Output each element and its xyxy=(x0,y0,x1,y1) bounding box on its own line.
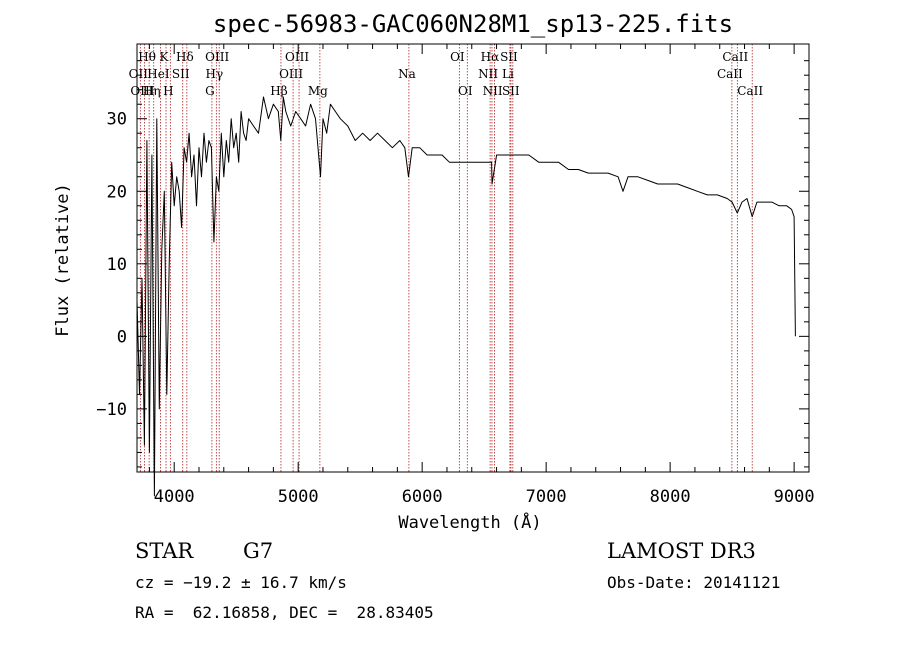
line-label-22: Li xyxy=(502,67,514,81)
x-tick-label-9000: 9000 xyxy=(774,487,815,507)
x-tick-label-4000: 4000 xyxy=(154,487,195,507)
line-label-15: Mg xyxy=(308,84,328,98)
line-label-5: Hη xyxy=(143,84,161,98)
coordinates: RA = 62.16858, DEC = 28.83405 xyxy=(135,603,434,622)
line-label-2: OIII xyxy=(130,84,154,98)
line-label-24: SII xyxy=(502,84,520,98)
line-label-19: Hα xyxy=(481,50,500,64)
y-tick-label-30: 30 xyxy=(107,110,127,130)
object-subclass: G7 xyxy=(243,539,274,563)
line-label-14: Hβ xyxy=(270,84,287,98)
line-label-10: Hγ xyxy=(206,67,224,81)
line-label-23: NII xyxy=(483,84,503,98)
line-label-11: G xyxy=(205,84,215,98)
x-tick-label-5000: 5000 xyxy=(278,487,319,507)
x-axis-label: Wavelength (Å) xyxy=(398,511,541,533)
y-tick-label-10: 10 xyxy=(107,255,127,275)
redshift-velocity: cz = −19.2 ± 16.7 km/s xyxy=(135,573,347,592)
line-label-25: CaII xyxy=(722,50,748,64)
line-label-8: Hδ xyxy=(176,50,194,64)
line-label-9: OIII xyxy=(205,50,229,64)
survey-name: LAMOST DR3 xyxy=(607,539,756,563)
observation-date: Obs-Date: 20141121 xyxy=(607,573,781,592)
line-label-16: Na xyxy=(398,67,416,81)
x-tick-label-8000: 8000 xyxy=(650,487,691,507)
y-axis-label: Flux (relative) xyxy=(53,183,73,337)
spectrum-line-0 xyxy=(136,96,796,497)
y-tick-label--10: −10 xyxy=(96,400,127,420)
line-label-6: SII xyxy=(172,67,190,81)
line-label-3: K xyxy=(160,50,170,64)
object-class: STAR xyxy=(135,539,194,563)
plot-frame xyxy=(136,43,810,473)
line-label-21: NII xyxy=(478,67,498,81)
spectral-line-labels: Hθ OII OIII K HeI Hη SII H Hδ OIII Hγ G OIII OIII Hβ Mg… xyxy=(129,50,764,98)
line-label-26: CaII xyxy=(717,67,743,81)
spectrum-series xyxy=(136,96,796,497)
x-tick-label-7000: 7000 xyxy=(526,487,567,507)
line-label-20: SII xyxy=(500,50,518,64)
spectral-line-markers xyxy=(139,44,753,472)
line-label-1: OII xyxy=(129,67,149,81)
line-label-0: Hθ xyxy=(138,50,156,64)
x-tick-label-6000: 6000 xyxy=(402,487,443,507)
line-label-18: OI xyxy=(458,84,473,98)
line-label-12: OIII xyxy=(285,50,309,64)
line-label-27: CaII xyxy=(737,84,763,98)
line-label-4: HeI xyxy=(147,67,170,81)
line-label-13: OIII xyxy=(279,67,303,81)
y-tick-label-20: 20 xyxy=(107,182,127,202)
axis-ticks: 4000 5000 6000 7000 8000 9000 −10 0 10 20 30 xyxy=(96,44,815,507)
y-tick-label-0: 0 xyxy=(117,327,127,347)
line-label-17: OI xyxy=(450,50,465,64)
chart-title: spec-56983-GAC060N28M1_sp13-225.fits xyxy=(213,10,733,38)
line-label-7: H xyxy=(163,84,173,98)
